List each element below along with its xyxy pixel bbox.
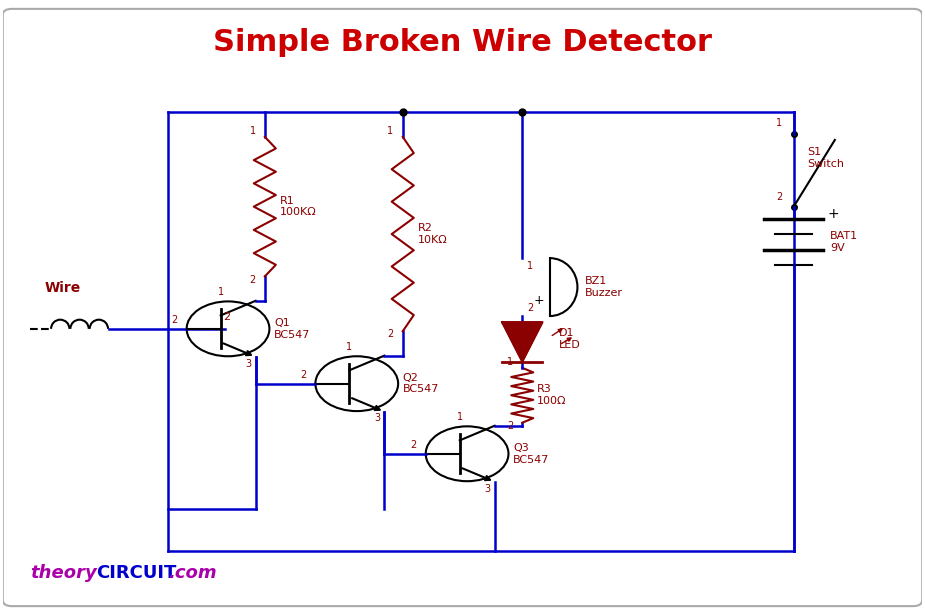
Text: +: +	[828, 207, 839, 221]
Text: 3: 3	[374, 413, 380, 424]
Text: 2: 2	[527, 303, 533, 313]
Text: Wire: Wire	[44, 281, 80, 295]
Polygon shape	[502, 322, 542, 362]
Text: 1: 1	[457, 412, 462, 423]
Text: 2: 2	[388, 330, 393, 339]
Text: 2: 2	[411, 440, 416, 450]
Text: Q2
BC547: Q2 BC547	[402, 373, 439, 394]
Text: .com: .com	[168, 563, 216, 582]
Text: 2: 2	[507, 421, 513, 430]
Text: +: +	[534, 294, 544, 307]
Text: Q1
BC547: Q1 BC547	[274, 318, 311, 339]
Text: 1: 1	[776, 119, 783, 129]
Text: 1: 1	[507, 357, 513, 367]
Text: 3: 3	[245, 359, 252, 368]
Text: R1
100KΩ: R1 100KΩ	[279, 196, 316, 218]
Text: 1: 1	[346, 342, 352, 352]
Text: theory: theory	[31, 563, 97, 582]
Text: 1: 1	[388, 126, 393, 136]
Text: CIRCUIT: CIRCUIT	[96, 563, 177, 582]
Text: 1: 1	[217, 287, 224, 297]
Text: 2: 2	[224, 312, 230, 322]
Text: Simple Broken Wire Detector: Simple Broken Wire Detector	[213, 28, 712, 57]
Text: R2
10KΩ: R2 10KΩ	[417, 223, 447, 245]
Text: S1
Switch: S1 Switch	[808, 148, 845, 169]
Text: D1
LED: D1 LED	[559, 328, 581, 350]
Text: BZ1
Buzzer: BZ1 Buzzer	[585, 276, 623, 298]
Text: 2: 2	[250, 274, 255, 285]
Text: 2: 2	[300, 370, 306, 379]
Text: 2: 2	[171, 315, 178, 325]
Text: Q3
BC547: Q3 BC547	[513, 443, 549, 464]
FancyBboxPatch shape	[3, 9, 922, 606]
Text: 2: 2	[776, 192, 783, 202]
Text: R3
100Ω: R3 100Ω	[537, 384, 566, 406]
Text: BAT1
9V: BAT1 9V	[831, 231, 858, 253]
Text: 3: 3	[485, 483, 490, 494]
Text: 1: 1	[250, 126, 255, 136]
Text: 1: 1	[527, 261, 533, 271]
